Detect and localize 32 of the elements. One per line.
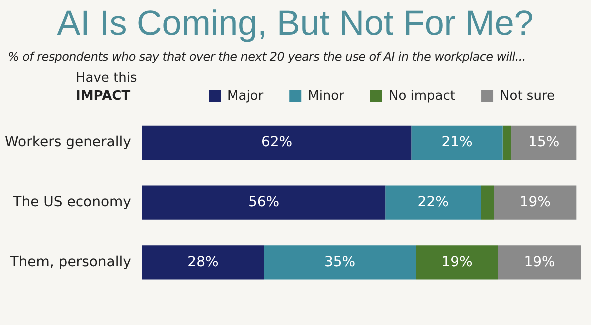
data-label: 19% [524,254,556,270]
legend-label: Not sure [500,88,556,104]
legend-title: Have this IMPACT [76,70,138,106]
y-tick-label: Them, personally [9,254,132,270]
bar [416,246,498,280]
y-tick-label: Workers generally [5,134,132,151]
bar [498,246,581,280]
data-label: 56% [248,194,280,210]
legend-label: Minor [308,88,346,104]
data-label: 19% [520,194,551,210]
bar [512,126,577,160]
data-label: 21% [442,134,473,151]
chart-subtitle: % of respondents who say that over the next 20 years the use of AI in the workplace will... [8,50,527,64]
data-label: 15% [528,134,560,151]
chart-title: AI Is Coming, But Not For Me? [56,3,535,45]
y-tick-label: The US economy [12,194,132,210]
bar [386,186,482,220]
data-label: 28% [188,254,219,270]
bar [481,186,494,220]
data-label: 22% [418,194,449,210]
bar [142,126,412,160]
legend-label: No impact [388,88,456,104]
bar [142,186,386,220]
bar [142,246,264,280]
data-label: 62% [261,134,293,151]
bar [502,126,512,160]
bar [412,126,503,160]
bar [494,186,577,220]
legend-label: Major [228,88,264,104]
data-label: 19% [442,254,473,270]
bar [264,246,416,280]
data-label: 35% [324,254,356,270]
